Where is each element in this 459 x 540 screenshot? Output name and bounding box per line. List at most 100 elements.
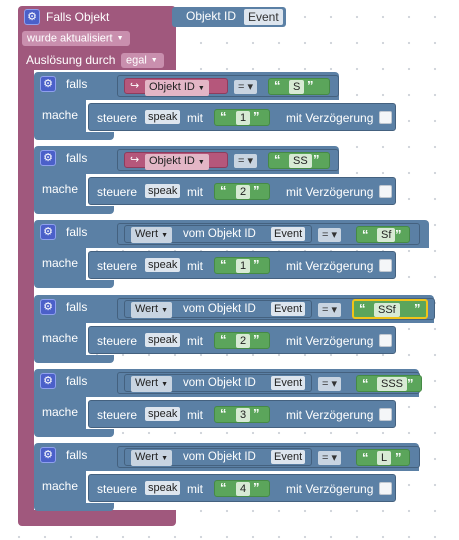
text-block[interactable]: “ 4” (214, 480, 270, 497)
speak-field[interactable]: speak (145, 184, 181, 198)
compare-block[interactable]: Wert ▼ vom Objekt ID Event = ▾ “ L” (117, 446, 420, 468)
trigger-dropdown[interactable]: wurde aktualisiert ▼ (22, 31, 130, 47)
speak-value[interactable]: 4 (236, 482, 251, 496)
value-dropdown[interactable]: Wert ▼ (131, 450, 173, 466)
equals-operator[interactable]: = ▾ (234, 80, 258, 94)
speak-value[interactable]: 1 (236, 111, 251, 125)
object-id-block[interactable]: ↪ Objekt ID ▼ (124, 78, 228, 96)
event-object-field[interactable]: Event (271, 302, 306, 316)
if-block[interactable]: ⚙ falls mache Wert ▼ vom Objekt ID Event = ▾ “ L… (34, 443, 434, 513)
gear-icon[interactable]: ⚙ (40, 150, 56, 166)
text-block[interactable]: “ 1” (214, 109, 270, 126)
if-block[interactable]: ⚙ falls mache Wert ▼ vom Objekt ID Event = ▾ “ S… (34, 369, 434, 439)
speak-field[interactable]: speak (145, 333, 181, 347)
compare-value[interactable]: SSS (377, 377, 408, 391)
compare-value[interactable]: L (377, 451, 392, 465)
speak-field[interactable]: speak (145, 481, 181, 495)
if-label: falls (66, 374, 88, 388)
equals-operator[interactable]: = ▾ (318, 377, 342, 391)
text-block[interactable]: “ 2” (214, 332, 270, 349)
object-id-dropdown[interactable]: Objekt ID ▼ (145, 154, 209, 170)
of-object-id-label: vom Objekt ID (183, 303, 256, 315)
object-value-block[interactable]: Wert ▼ vom Objekt ID Event (124, 448, 312, 466)
compare-block[interactable]: ↪ Objekt ID ▼ = ▾ “ S” (117, 75, 339, 97)
close-quote: ” (253, 332, 260, 347)
speak-field[interactable]: speak (145, 407, 181, 421)
text-block[interactable]: “ SSf ” (352, 299, 428, 319)
gear-icon[interactable]: ⚙ (40, 447, 56, 463)
with-label: mit (187, 482, 203, 496)
compare-value[interactable]: S (289, 80, 305, 94)
open-quote: “ (220, 257, 227, 272)
if-block[interactable]: ⚙ falls mache Wert ▼ vom Objekt ID Event = ▾ “ S… (34, 220, 434, 290)
compare-value[interactable]: SS (289, 154, 312, 168)
value-dropdown[interactable]: Wert ▼ (131, 376, 173, 392)
text-block[interactable]: “ Sf” (356, 226, 410, 243)
object-value-block[interactable]: Wert ▼ vom Objekt ID Event (124, 300, 312, 318)
control-statement[interactable]: steuere speak mit “ 3” mit Verzögerung (88, 400, 396, 428)
speak-value[interactable]: 1 (236, 259, 251, 273)
equals-operator[interactable]: = ▾ (318, 303, 342, 317)
text-block[interactable]: “ 1” (214, 257, 270, 274)
checkbox-icon[interactable] (379, 482, 392, 495)
if-footer (34, 132, 114, 140)
gear-icon[interactable]: ⚙ (40, 76, 56, 92)
speak-field[interactable]: speak (145, 258, 181, 272)
if-rail (34, 471, 86, 503)
checkbox-icon[interactable] (379, 111, 392, 124)
compare-block[interactable]: Wert ▼ vom Objekt ID Event = ▾ “ SSf ” (117, 298, 435, 320)
value-dropdown[interactable]: Wert ▼ (131, 227, 173, 243)
gear-icon[interactable]: ⚙ (40, 373, 56, 389)
if-block[interactable]: ⚙ falls mache ↪ Objekt ID ▼ = ▾ “SS” steuere spe… (34, 146, 434, 216)
text-block[interactable]: “ SS” (268, 152, 330, 169)
if-block[interactable]: ⚙ falls mache ↪ Objekt ID ▼ = ▾ “S” steuere spea… (34, 72, 434, 142)
control-label: steuere (97, 408, 138, 422)
gear-icon[interactable]: ⚙ (40, 224, 56, 240)
object-id-block[interactable]: ↪ Objekt ID ▼ (124, 152, 228, 170)
control-label: steuere (97, 111, 138, 125)
equals-operator[interactable]: = ▾ (318, 228, 342, 242)
object-id-dropdown[interactable]: Objekt ID ▼ (145, 80, 209, 96)
checkbox-icon[interactable] (379, 259, 392, 272)
control-statement[interactable]: steuere speak mit “ 1” mit Verzögerung (88, 251, 396, 279)
with-label: mit (187, 185, 203, 199)
open-quote: “ (359, 301, 366, 316)
control-statement[interactable]: steuere speak mit “ 2” mit Verzögerung (88, 326, 396, 354)
text-block[interactable]: “ L” (356, 449, 410, 466)
text-block[interactable]: “ S” (268, 78, 330, 95)
control-statement[interactable]: steuere speak mit “ 4” mit Verzögerung (88, 474, 396, 502)
equals-operator[interactable]: = ▾ (318, 451, 342, 465)
compare-value[interactable]: Sf (377, 228, 396, 242)
text-block[interactable]: “ 3” (214, 406, 270, 423)
close-quote: ” (307, 78, 314, 93)
gear-icon[interactable]: ⚙ (40, 299, 56, 315)
compare-block[interactable]: Wert ▼ vom Objekt ID Event = ▾ “ Sf” (117, 223, 420, 245)
compare-value[interactable]: SSf (374, 303, 400, 317)
checkbox-icon[interactable] (379, 334, 392, 347)
equals-operator[interactable]: = ▾ (234, 154, 258, 168)
chevron-down-icon: ▼ (161, 232, 169, 239)
event-object-field[interactable]: Event (271, 376, 306, 390)
text-block[interactable]: “ SSS” (356, 375, 422, 392)
trigger-by-dropdown[interactable]: egal ▼ (121, 53, 164, 69)
object-value-block[interactable]: Wert ▼ vom Objekt ID Event (124, 374, 312, 392)
control-statement[interactable]: steuere speak mit “ 2” mit Verzögerung (88, 177, 396, 205)
control-statement[interactable]: steuere speak mit “ 1” mit Verzögerung (88, 103, 396, 131)
compare-block[interactable]: ↪ Objekt ID ▼ = ▾ “ SS” (117, 149, 339, 171)
event-object-field[interactable]: Event (271, 450, 306, 464)
speak-field[interactable]: speak (145, 110, 181, 124)
text-block[interactable]: “ 2” (214, 183, 270, 200)
value-dropdown[interactable]: Wert ▼ (131, 302, 173, 318)
event-object-field[interactable]: Event (271, 227, 306, 241)
object-value-block[interactable]: Wert ▼ vom Objekt ID Event (124, 225, 312, 243)
checkbox-icon[interactable] (379, 185, 392, 198)
event-object-id-value[interactable]: Event (244, 9, 283, 25)
checkbox-icon[interactable] (379, 408, 392, 421)
speak-value[interactable]: 3 (236, 408, 251, 422)
gear-icon[interactable]: ⚙ (24, 9, 40, 25)
if-block[interactable]: ⚙ falls mache Wert ▼ vom Objekt ID Event = ▾ “ S… (34, 295, 435, 365)
event-object-id-socket[interactable]: Objekt ID Event (172, 7, 286, 27)
speak-value[interactable]: 2 (236, 334, 251, 348)
speak-value[interactable]: 2 (236, 185, 251, 199)
compare-block[interactable]: Wert ▼ vom Objekt ID Event = ▾ “ SSS” (117, 372, 422, 394)
